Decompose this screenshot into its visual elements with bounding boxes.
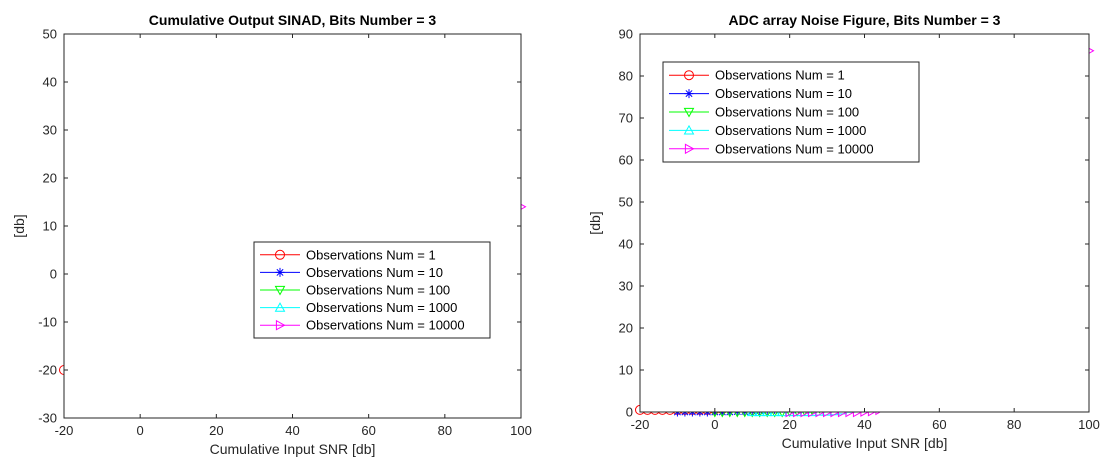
legend-item: Observations Num = 10 bbox=[260, 265, 443, 280]
legend-marker bbox=[684, 70, 694, 81]
legend-item: Observations Num = 100 bbox=[260, 283, 450, 298]
x-tick-label: 40 bbox=[285, 423, 299, 438]
legend-label: Observations Num = 1 bbox=[306, 247, 436, 262]
x-tick-label: 60 bbox=[932, 417, 946, 432]
legend-label: Observations Num = 10000 bbox=[715, 141, 874, 156]
x-axis-label: Cumulative Input SNR [db] bbox=[782, 435, 948, 451]
y-tick-label: 90 bbox=[619, 27, 633, 42]
y-tick-label: -10 bbox=[38, 315, 57, 330]
y-tick-label: 50 bbox=[43, 27, 57, 42]
y-tick-label: 10 bbox=[619, 363, 633, 378]
x-tick-label: 100 bbox=[1078, 417, 1100, 432]
y-tick-label: 80 bbox=[619, 69, 633, 84]
legend-item: Observations Num = 1000 bbox=[669, 123, 866, 138]
legend-label: Observations Num = 100 bbox=[306, 283, 450, 298]
x-tick-label: 20 bbox=[782, 417, 796, 432]
legend-label: Observations Num = 1 bbox=[715, 68, 845, 83]
x-tick-label: -20 bbox=[631, 417, 650, 432]
y-tick-label: 20 bbox=[619, 321, 633, 336]
y-tick-label: 10 bbox=[43, 219, 57, 234]
legend-label: Observations Num = 10 bbox=[715, 86, 852, 101]
y-tick-label: -20 bbox=[38, 363, 57, 378]
x-tick-label: 80 bbox=[438, 423, 452, 438]
legend-item: Observations Num = 10000 bbox=[669, 141, 874, 156]
legend-marker bbox=[684, 143, 695, 155]
chart-1: -20 0 20 40 60 80 100-30-20-1001020304050Cumul… bbox=[11, 12, 532, 457]
x-tick-label: 40 bbox=[857, 417, 871, 432]
legend-marker bbox=[275, 319, 286, 331]
chart-title: ADC array Noise Figure, Bits Number = 3 bbox=[729, 12, 1001, 28]
y-tick-label: 70 bbox=[619, 111, 633, 126]
y-tick-label: 20 bbox=[43, 171, 57, 186]
legend-marker bbox=[683, 107, 695, 118]
x-tick-label: 80 bbox=[1007, 417, 1021, 432]
legend-marker bbox=[275, 249, 285, 260]
x-tick-label: 100 bbox=[510, 423, 532, 438]
y-tick-label: 40 bbox=[619, 237, 633, 252]
y-tick-label: -30 bbox=[38, 411, 57, 426]
y-tick-label: 0 bbox=[50, 267, 57, 282]
legend: Observations Num = 1 Observations Num = 1… bbox=[253, 241, 491, 339]
x-tick-label: 0 bbox=[137, 423, 144, 438]
y-axis-label: [db] bbox=[587, 211, 603, 234]
axes-frame bbox=[63, 33, 522, 419]
y-tick-label: 60 bbox=[619, 153, 633, 168]
legend-label: Observations Num = 10000 bbox=[306, 318, 465, 333]
legend-item: Observations Num = 100 bbox=[669, 105, 859, 120]
x-tick-label: 0 bbox=[711, 417, 718, 432]
y-tick-label: 30 bbox=[43, 123, 57, 138]
legend-marker bbox=[683, 124, 695, 135]
x-tick-label: 20 bbox=[209, 423, 223, 438]
legend: Observations Num = 1 Observations Num = 1… bbox=[662, 61, 920, 163]
chart-title: Cumulative Output SINAD, Bits Number = 3 bbox=[149, 12, 437, 28]
legend-item: Observations Num = 1 bbox=[260, 247, 436, 262]
legend-item: Observations Num = 10 bbox=[669, 86, 852, 101]
y-tick-label: 50 bbox=[619, 195, 633, 210]
legend-item: Observations Num = 10000 bbox=[260, 318, 465, 333]
legend-label: Observations Num = 1000 bbox=[306, 300, 457, 315]
legend-label: Observations Num = 1000 bbox=[715, 123, 866, 138]
x-axis-label: Cumulative Input SNR [db] bbox=[210, 441, 376, 457]
legend-item: Observations Num = 1000 bbox=[260, 300, 457, 315]
y-tick-label: 30 bbox=[619, 279, 633, 294]
x-tick-label: 60 bbox=[361, 423, 375, 438]
legend-item: Observations Num = 1 bbox=[669, 68, 845, 83]
y-axis-label: [db] bbox=[11, 214, 27, 237]
legend-label: Observations Num = 10 bbox=[306, 265, 443, 280]
y-tick-label: 0 bbox=[626, 405, 633, 420]
legend-marker bbox=[275, 267, 285, 277]
legend-marker bbox=[274, 285, 286, 296]
y-tick-label: 40 bbox=[43, 75, 57, 90]
legend-marker bbox=[274, 302, 286, 312]
legend-label: Observations Num = 100 bbox=[715, 105, 859, 120]
legend-marker bbox=[684, 89, 694, 99]
x-tick-label: -20 bbox=[55, 423, 74, 438]
